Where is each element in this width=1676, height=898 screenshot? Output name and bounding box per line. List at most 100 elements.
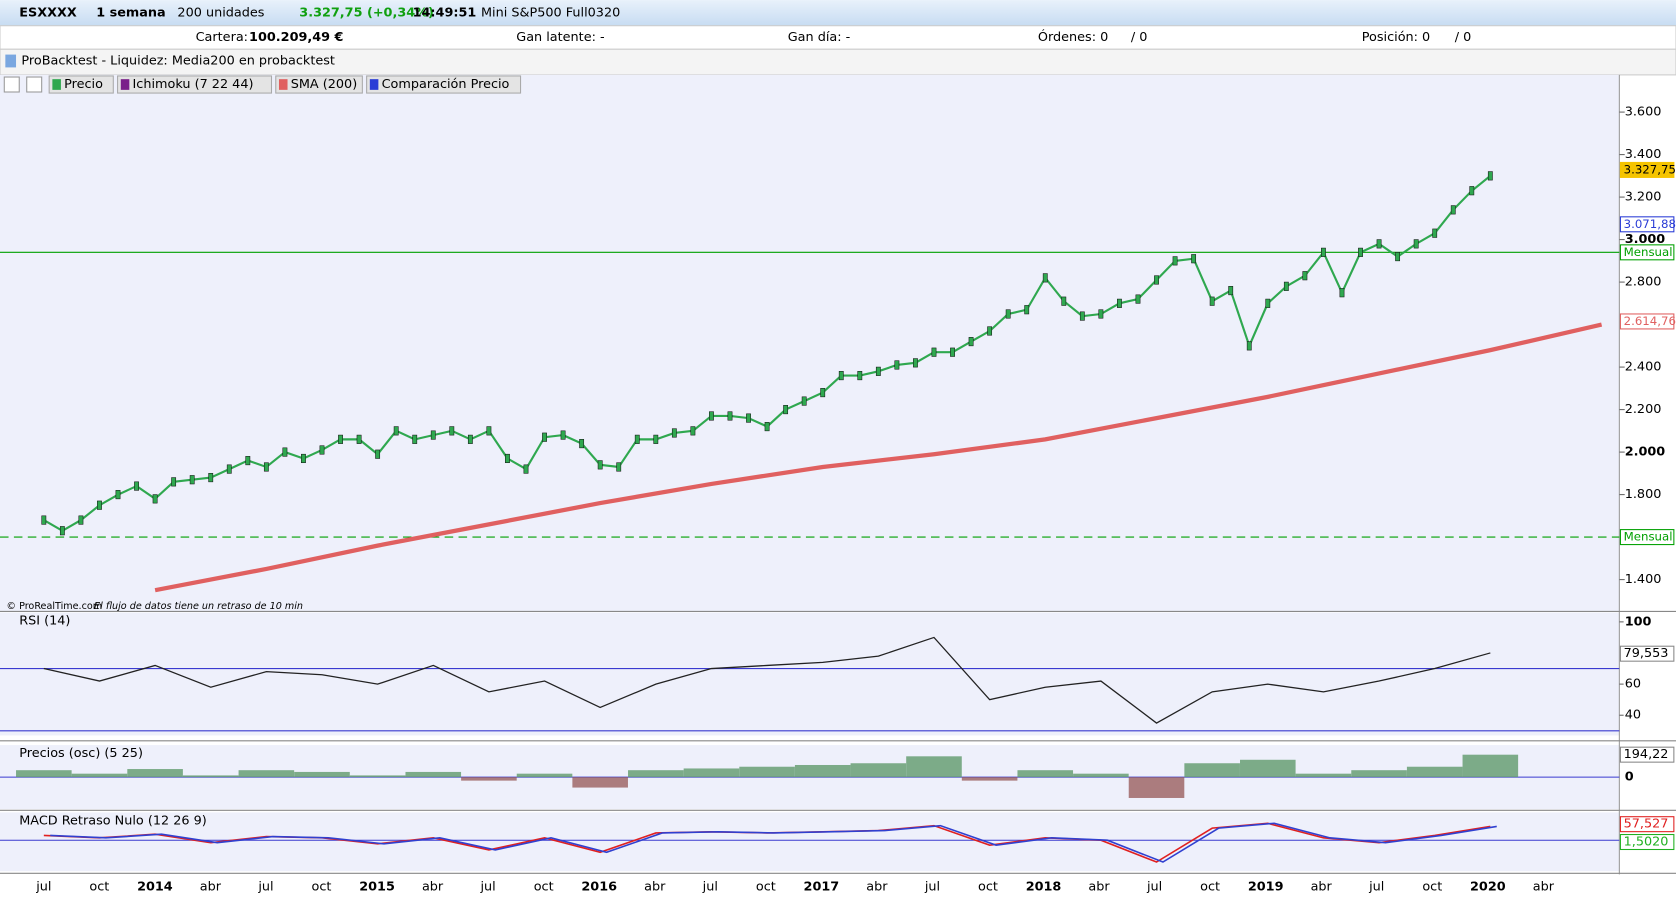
candle <box>597 460 603 470</box>
candle <box>226 464 232 474</box>
value-label-bg <box>1619 816 1675 833</box>
price-label-bg <box>1619 313 1675 330</box>
btn[interactable] <box>26 76 43 93</box>
candle <box>690 426 696 436</box>
candle <box>263 462 269 472</box>
candle <box>1135 294 1141 304</box>
value-label-bg <box>1619 833 1675 851</box>
x-tick-label: oct <box>978 880 998 895</box>
candle <box>1283 281 1289 291</box>
backtest-bar <box>0 48 1676 76</box>
price-label: Mensual <box>1624 245 1673 259</box>
y-tick-label: 2.200 <box>1625 402 1662 417</box>
indicator-tag[interactable] <box>117 75 273 94</box>
candle <box>950 347 955 357</box>
btn[interactable] <box>3 76 20 93</box>
candle <box>1302 271 1308 281</box>
y-tick-label: 0 <box>1625 770 1634 785</box>
candle <box>727 411 733 421</box>
ordenes: Órdenes: 0 <box>1038 29 1108 45</box>
indicator-swatch <box>369 79 379 90</box>
candle <box>746 413 751 423</box>
candle <box>393 426 399 436</box>
osc-bar <box>16 770 72 778</box>
x-tick-label: jul <box>257 880 273 895</box>
y-tick-label: 2.800 <box>1625 275 1662 290</box>
candle <box>616 462 622 472</box>
indicator-tag[interactable] <box>366 75 522 94</box>
candle <box>857 371 863 381</box>
candle <box>1413 239 1419 249</box>
instrument[interactable]: ESXXXX <box>19 5 77 20</box>
candle <box>634 434 640 444</box>
panel-name[interactable]: Precios (osc) (5 25) <box>19 746 143 761</box>
price-label: 3.327,75 <box>1624 162 1676 176</box>
candle <box>1321 247 1326 257</box>
indicator-swatch <box>278 79 288 90</box>
x-tick-label: 2017 <box>804 880 840 895</box>
value-label: 194,22 <box>1624 747 1669 762</box>
x-tick-label: jul <box>1146 880 1162 895</box>
panel-name[interactable]: MACD Retraso Nulo (12 26 9) <box>19 813 206 828</box>
candle <box>171 477 177 487</box>
candle <box>709 411 714 421</box>
candle <box>1098 309 1104 319</box>
period[interactable]: 1 semana <box>96 5 165 20</box>
candle <box>189 475 195 485</box>
candle <box>1154 275 1159 285</box>
units[interactable]: 200 unidades <box>177 5 264 20</box>
price-label: Mensual <box>1624 530 1673 544</box>
x-tick-label: 2019 <box>1248 880 1284 895</box>
candle <box>987 326 993 336</box>
candle <box>783 405 789 415</box>
panel-name[interactable]: RSI (14) <box>19 614 70 629</box>
osc-bar <box>516 773 573 778</box>
candle <box>1395 252 1401 262</box>
backtest-icon <box>5 54 17 68</box>
macd-panel <box>0 812 1620 872</box>
contract[interactable]: Mini S&P500 Full0320 <box>481 5 620 20</box>
indicator-label: Comparación Precio <box>382 77 510 92</box>
candle <box>1042 273 1048 283</box>
candle <box>319 445 325 455</box>
y-tick-label: 60 <box>1625 677 1641 692</box>
candle <box>301 453 306 464</box>
candle <box>78 515 84 525</box>
osc-bar <box>850 763 907 778</box>
indicator-tag[interactable] <box>48 75 114 94</box>
candle <box>486 426 492 436</box>
y-tick-label: 3.000 <box>1625 232 1666 247</box>
value-label: 79,553 <box>1624 646 1669 661</box>
x-tick-label: 2015 <box>359 880 395 895</box>
osc-bar <box>1073 773 1129 778</box>
candle <box>152 494 158 504</box>
x-tick-label: jul <box>702 880 718 895</box>
osc-bar <box>349 775 406 778</box>
candle <box>1450 205 1456 215</box>
candle <box>412 434 418 444</box>
candle <box>1246 341 1252 351</box>
candle <box>1117 298 1122 308</box>
osc-bar <box>794 764 851 778</box>
x-tick-label: oct <box>756 880 776 895</box>
gan-dia: Gan día: - <box>788 30 851 45</box>
indicator-label: Ichimoku (7 22 44) <box>133 77 254 92</box>
osc-bar <box>461 777 517 781</box>
candle <box>1024 305 1030 315</box>
x-tick-label: jul <box>35 880 51 895</box>
candle <box>671 428 677 438</box>
osc-bar <box>1017 770 1074 778</box>
candle <box>1339 288 1345 298</box>
candle <box>245 456 251 466</box>
candle <box>1265 298 1271 308</box>
x-tick-label: abr <box>1088 880 1110 895</box>
indicator-tag[interactable] <box>275 75 363 94</box>
osc-bar <box>1351 770 1407 778</box>
candle <box>1358 247 1363 257</box>
price-label-bg <box>1619 216 1675 233</box>
candle <box>968 337 974 347</box>
candle <box>820 388 826 398</box>
backtest[interactable]: ProBacktest - Liquidez: Media200 en prob… <box>21 53 335 68</box>
cartera: 100.209,49 € <box>249 30 344 45</box>
